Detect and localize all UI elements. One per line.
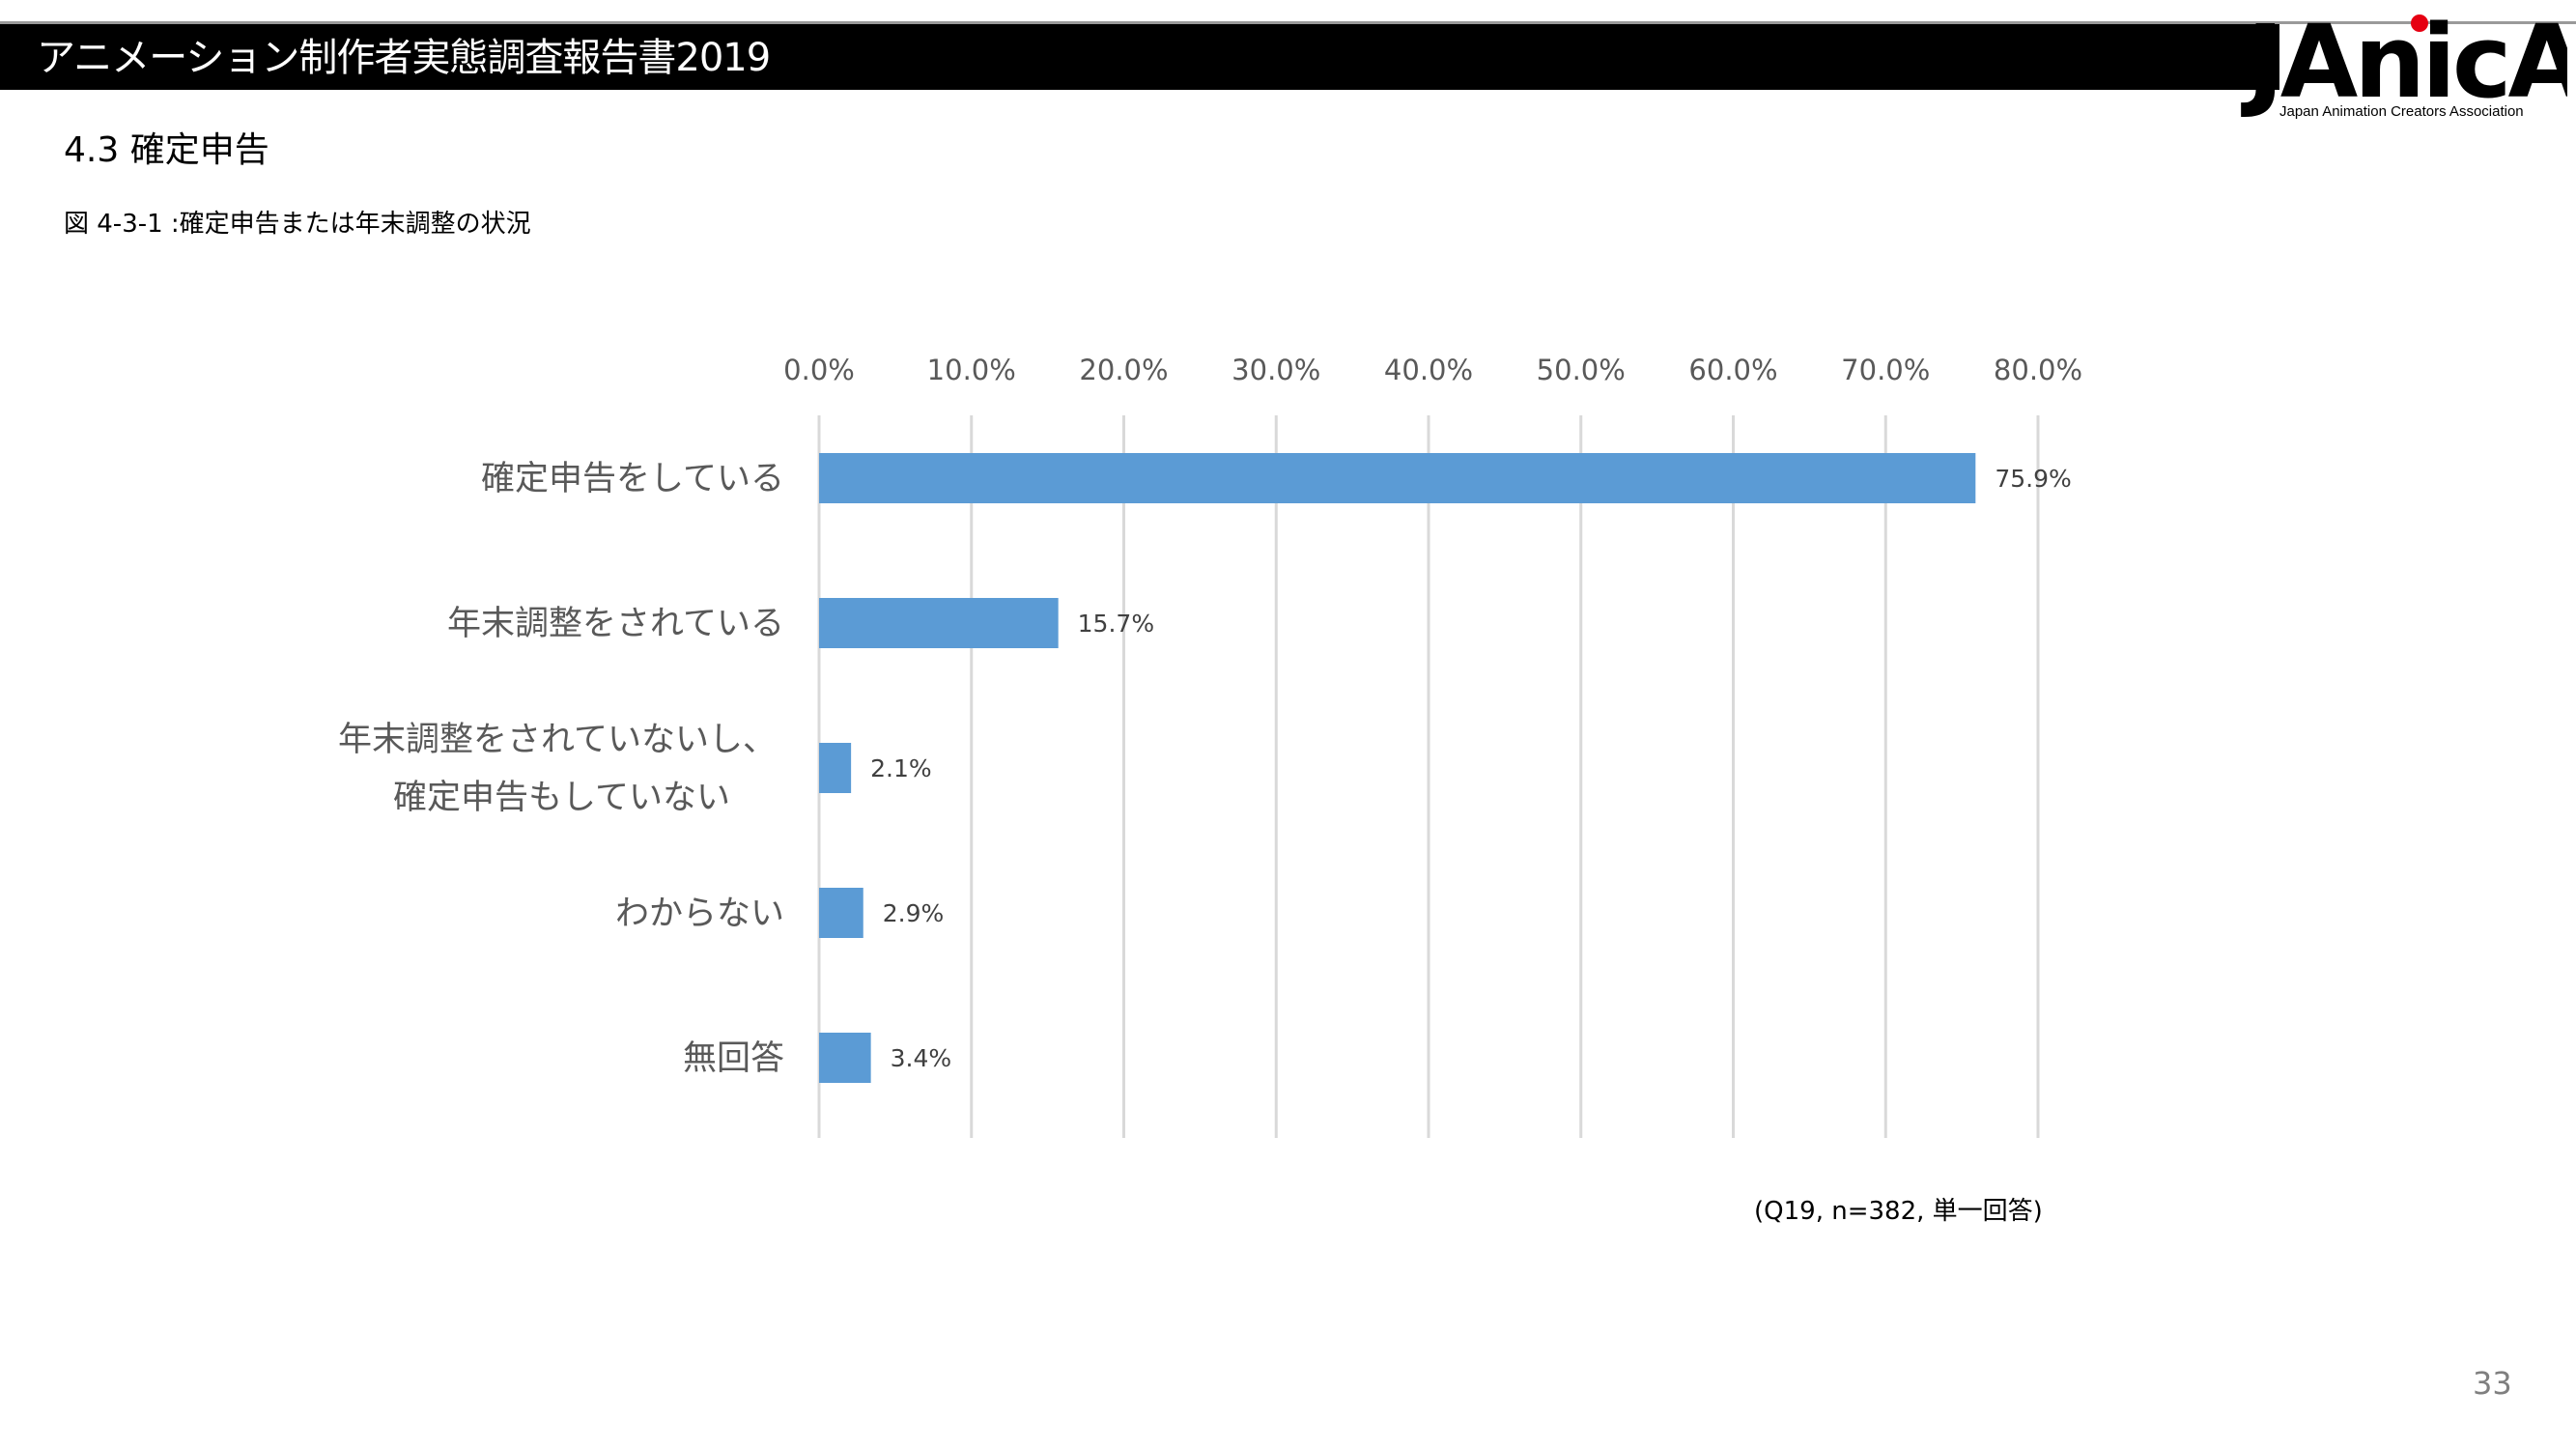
category-label: 無回答	[683, 1039, 784, 1078]
x-tick-label: 30.0%	[1231, 354, 1320, 386]
x-tick-label: 20.0%	[1079, 354, 1168, 386]
x-tick-label: 70.0%	[1841, 354, 1930, 386]
x-tick-label: 60.0%	[1688, 354, 1777, 386]
data-label: 75.9%	[1995, 465, 2071, 493]
section-heading: 4.3 確定申告	[64, 130, 269, 170]
category-label-line: 年末調整をされていないし、	[338, 721, 777, 759]
header-title-bar	[0, 24, 2279, 90]
logo-red-dot	[2411, 14, 2428, 32]
x-tick-label: 50.0%	[1537, 354, 1626, 386]
survey-note: (Q19, n=382, 単一回答)	[1754, 1197, 2043, 1226]
header-top-rule	[0, 21, 2576, 24]
document-title: アニメーション制作者実態調査報告書2019	[37, 36, 771, 80]
bar	[819, 888, 863, 938]
data-label: 15.7%	[1078, 610, 1154, 638]
janica-logo: JAnicA Japan Animation Creators Associat…	[2241, 8, 2567, 121]
category-label-line: 確定申告もしていない	[393, 779, 730, 817]
x-tick-label: 10.0%	[927, 354, 1016, 386]
category-label: 年末調整をされていないし、確定申告もしていない	[338, 721, 777, 817]
logo-wordmark: JAnicA	[2241, 8, 2567, 121]
category-label: わからない	[615, 895, 784, 933]
page-number: 33	[2473, 1365, 2512, 1402]
category-label: 確定申告をしている	[481, 460, 784, 498]
bar	[819, 1033, 871, 1083]
data-label: 2.9%	[883, 899, 945, 927]
x-tick-label: 40.0%	[1384, 354, 1473, 386]
x-tick-label: 0.0%	[783, 354, 855, 386]
bar	[819, 453, 1976, 503]
data-label: 3.4%	[891, 1044, 952, 1072]
logo-subtitle: Japan Animation Creators Association	[2279, 103, 2524, 120]
data-label: 2.1%	[870, 754, 932, 782]
figure-caption: 図 4-3-1 :確定申告または年末調整の状況	[64, 210, 531, 239]
bar	[819, 598, 1059, 648]
x-tick-label: 80.0%	[1994, 354, 2082, 386]
bar	[819, 743, 852, 793]
category-label: 年末調整をされている	[447, 605, 784, 643]
